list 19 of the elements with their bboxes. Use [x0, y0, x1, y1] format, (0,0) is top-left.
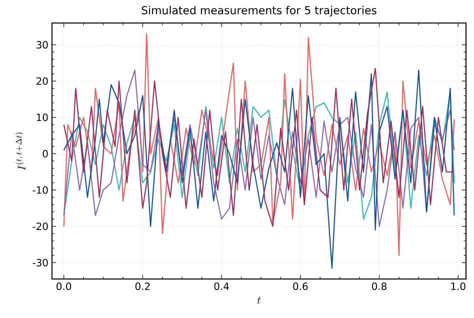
line-series	[63, 70, 455, 269]
y-axis-title: $I^{(t,\,t+\Delta t)}$	[15, 132, 26, 170]
y-tick-label: 0	[42, 150, 48, 158]
y-tick-label: 30	[36, 41, 48, 49]
x-tick-label: 1.0	[451, 282, 466, 290]
x-tick-label: 0.2	[135, 282, 150, 290]
x-tick-label: 0.6	[293, 282, 308, 290]
y-tick-label: -10	[32, 186, 48, 194]
y-tick-label: 10	[36, 114, 48, 122]
line-series	[63, 33, 455, 256]
x-tick-label: 0.4	[214, 282, 229, 290]
line-series	[63, 91, 455, 220]
y-tick-label: 20	[36, 77, 48, 85]
y-tick-label: -30	[32, 258, 48, 266]
x-tick-label: 0.0	[56, 282, 72, 290]
chart-title: Simulated measurements for 5 trajectories	[142, 6, 376, 16]
x-tick-label: 0.8	[372, 282, 386, 290]
x-axis-title: $t$	[257, 296, 261, 304]
y-tick-label: -20	[32, 222, 48, 230]
